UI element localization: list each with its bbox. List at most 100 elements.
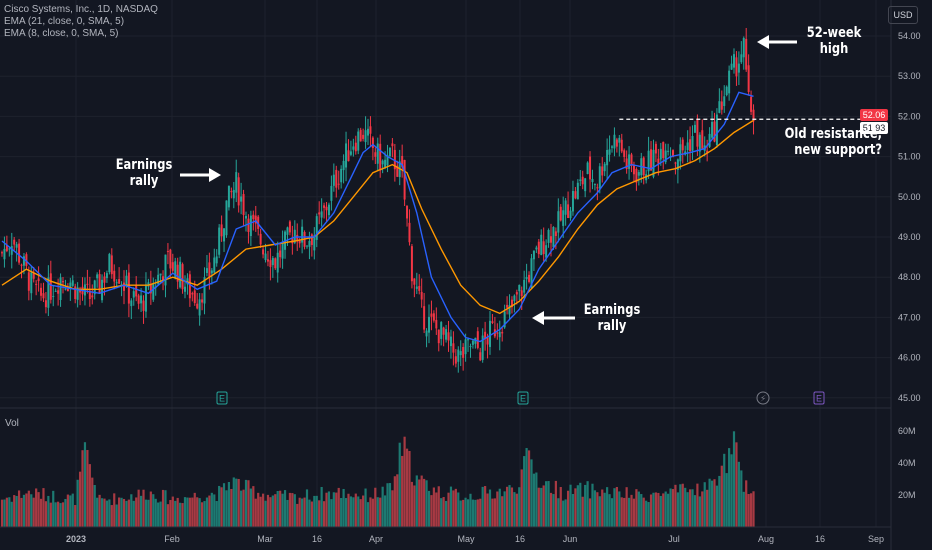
volume-bar	[281, 493, 284, 527]
candle-body	[401, 155, 404, 167]
volume-bar	[525, 448, 528, 527]
volume-bar	[66, 494, 69, 527]
volume-bar	[252, 486, 255, 527]
volume-bar	[52, 490, 55, 527]
volume-bar	[344, 498, 348, 527]
volume-bar	[218, 485, 221, 527]
volume-bar	[403, 436, 406, 527]
volume-bar	[425, 480, 428, 527]
candle-body	[386, 155, 389, 166]
volume-bar	[147, 499, 150, 527]
volume-bar	[64, 498, 67, 527]
candle-body	[364, 130, 367, 143]
candle-body	[501, 332, 504, 334]
candle-body	[127, 272, 130, 304]
volume-bar	[132, 500, 135, 527]
time-tick-label: 2023	[66, 534, 86, 544]
candle-body	[447, 332, 450, 341]
candle-body	[593, 184, 596, 186]
volume-bar	[745, 480, 748, 527]
candle-body	[589, 156, 592, 180]
volume-bar	[730, 454, 733, 527]
volume-bar	[615, 486, 618, 527]
volume-bar	[308, 499, 311, 527]
dividend-marker[interactable]	[756, 391, 770, 405]
candle-body	[598, 166, 601, 189]
volume-bar	[157, 502, 160, 527]
volume-bar	[25, 493, 28, 527]
volume-bar	[381, 486, 384, 527]
candle-body	[71, 280, 74, 286]
candle-body	[615, 139, 618, 147]
candle-body	[735, 57, 738, 77]
candle-body	[181, 264, 184, 290]
earnings-marker-2[interactable]	[517, 391, 529, 405]
volume-bar	[632, 498, 636, 527]
volume-tick-label: 60M	[898, 426, 916, 436]
candle-body	[340, 168, 343, 183]
earnings-rally-label-1: Earnings rally	[115, 157, 173, 189]
volume-bar	[584, 484, 587, 527]
candle-body	[662, 141, 665, 159]
candle-body	[108, 254, 111, 273]
volume-bar	[671, 489, 675, 527]
candle-body	[457, 349, 460, 362]
volume-bar	[501, 496, 504, 527]
candle-body	[706, 150, 709, 154]
volume-bar	[186, 497, 189, 527]
candle-body	[296, 234, 299, 242]
candle-body	[713, 121, 716, 142]
time-tick-label: 16	[815, 534, 825, 544]
volume-bar	[520, 469, 523, 527]
volume-bar	[313, 495, 316, 527]
volume-bar	[247, 480, 250, 527]
volume-bar	[144, 499, 148, 527]
candle-body	[601, 166, 604, 176]
symbol-title[interactable]: Cisco Systems, Inc., 1D, NASDAQ	[4, 4, 158, 15]
volume-bar	[620, 497, 623, 527]
candle-body	[179, 261, 182, 288]
volume-bar	[200, 502, 204, 527]
currency-button[interactable]: USD	[888, 6, 918, 24]
earnings-marker-1[interactable]	[216, 391, 228, 405]
time-tick-label: 16	[515, 534, 525, 544]
candle-body	[471, 340, 474, 345]
volume-bar	[161, 489, 165, 527]
candle-body	[52, 295, 55, 297]
candle-body	[86, 283, 89, 285]
candle-body	[574, 191, 577, 199]
volume-bar	[749, 493, 753, 527]
ema8-legend[interactable]: EMA (8, close, 0, SMA, 5)	[4, 28, 119, 39]
candle-body	[349, 151, 352, 155]
candle-body	[318, 212, 321, 215]
volume-bar	[242, 489, 245, 527]
volume-legend[interactable]: Vol	[5, 418, 19, 429]
volume-bar	[352, 497, 355, 527]
candle-body	[603, 163, 606, 172]
volume-bar	[435, 492, 438, 527]
candle-body	[635, 168, 638, 183]
candle-body	[679, 144, 682, 162]
volume-bar	[430, 495, 433, 527]
volume-bar	[415, 475, 418, 527]
candle-body	[288, 221, 291, 233]
candle-body	[10, 246, 13, 255]
candle-body	[550, 236, 552, 243]
ema21-legend[interactable]: EMA (21, close, 0, SMA, 5)	[4, 16, 125, 27]
candle-body	[442, 327, 445, 335]
volume-bar	[103, 498, 106, 527]
volume-bar	[371, 498, 374, 527]
volume-bar	[347, 493, 350, 527]
candle-body	[74, 286, 77, 299]
candle-body	[66, 288, 69, 292]
earnings-marker-upcoming[interactable]	[813, 391, 825, 405]
candle-body	[262, 249, 265, 255]
volume-bar	[193, 492, 196, 527]
candle-body	[159, 273, 162, 276]
candle-body	[520, 290, 523, 297]
volume-bar	[423, 478, 426, 527]
candle-body	[147, 282, 150, 287]
volume-bar	[459, 500, 462, 527]
price-tick-label: 47.00	[898, 312, 921, 322]
